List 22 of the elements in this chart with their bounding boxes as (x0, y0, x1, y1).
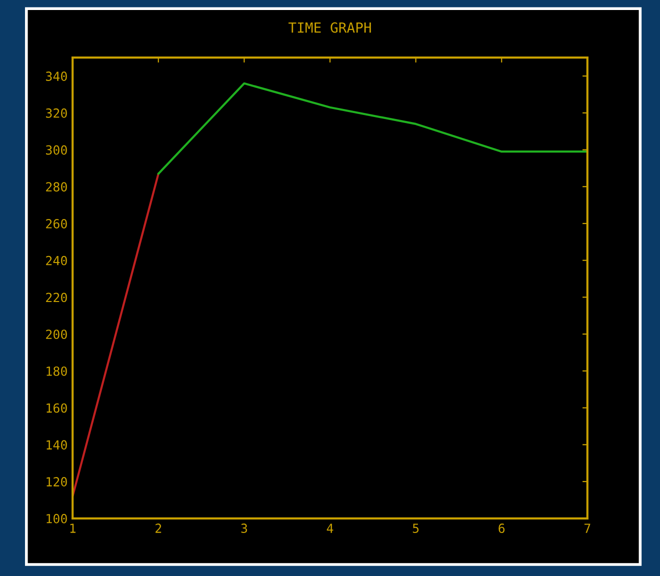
x-tick-label: 2 (156, 524, 162, 533)
y-tick-label: 320 (46, 108, 67, 118)
x-tick-label: 6 (498, 524, 505, 534)
y-tick-label: 220 (46, 292, 67, 302)
y-tick-label: 240 (46, 256, 67, 266)
y-tick-label: 160 (46, 403, 67, 413)
y-tick-label: 260 (46, 218, 67, 228)
y-tick-label: 300 (46, 145, 67, 155)
x-tick-label: 3 (241, 524, 248, 534)
y-tick-label: 140 (46, 440, 67, 450)
x-tick-label: 7 (584, 524, 590, 533)
y-tick-label: 100 (46, 514, 67, 524)
line-series (157, 82, 588, 175)
y-tick-label: 340 (46, 72, 67, 81)
y-tick-label: 280 (46, 182, 67, 192)
x-tick-label: 5 (412, 524, 419, 534)
y-tick-label: 180 (46, 366, 67, 376)
chart-title: TIME GRAPH (288, 22, 371, 33)
y-tick-label: 200 (46, 330, 67, 340)
y-tick-label: 120 (46, 477, 67, 486)
x-tick-label: 4 (326, 524, 334, 533)
x-tick-label: 1 (70, 524, 76, 533)
